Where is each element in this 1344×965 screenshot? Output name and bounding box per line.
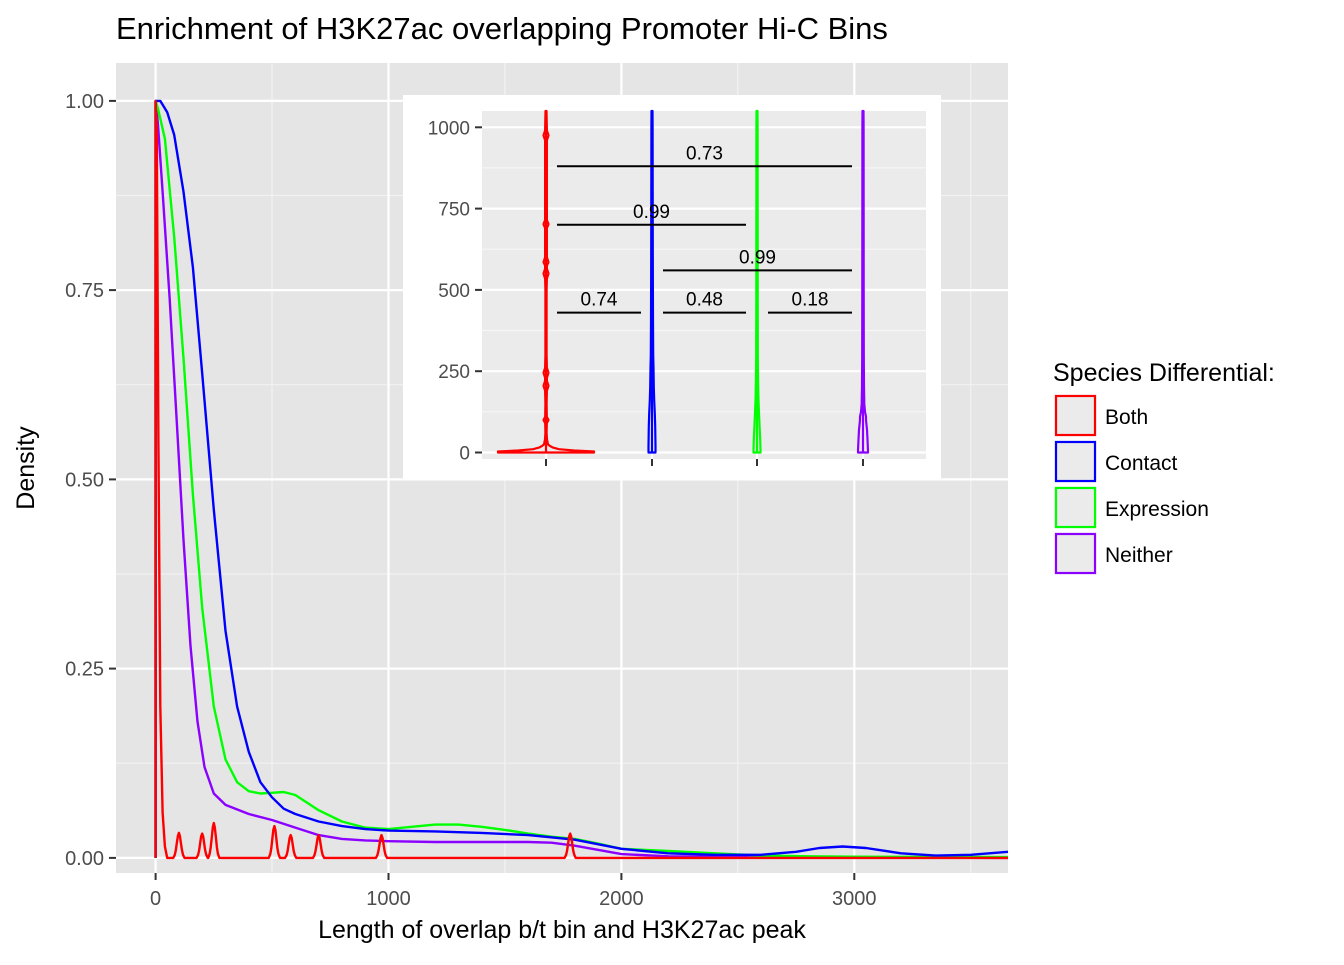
- series-line-both: [154, 99, 1008, 860]
- x-axis-label: Length of overlap b/t bin and H3K27ac pe…: [318, 916, 806, 944]
- y-tick-label: 1.00: [65, 91, 104, 113]
- series-line-neither: [154, 99, 1009, 860]
- inset-y-tick-label: 750: [438, 200, 470, 221]
- legend-label-contact: Contact: [1105, 452, 1178, 475]
- legend-swatch-both: [1054, 394, 1097, 437]
- y-tick-label: 0.50: [65, 469, 104, 491]
- legend: Species Differential: Both Contact Express…: [1053, 359, 1275, 576]
- legend-swatch-expression: [1054, 486, 1097, 529]
- inset-comparisons: 0.74 0.48 0.18 0.99 0.99 0.73: [557, 143, 852, 314]
- legend-title: Species Differential:: [1053, 359, 1275, 387]
- series-group: [154, 99, 1009, 860]
- inset-y-tick-label: 1000: [428, 118, 470, 139]
- axes: 0 1000 2000 3000 0.00 0.25 0.50 0.75 1.00: [65, 91, 876, 910]
- legend-label-expression: Expression: [1105, 498, 1209, 521]
- comparison-p-value: 0.99: [633, 202, 670, 223]
- inset-plot-panel: [482, 111, 926, 459]
- y-tick-label: 0.25: [65, 659, 104, 681]
- comparison-p-value: 0.74: [581, 290, 618, 311]
- comparison-p-value: 0.18: [792, 290, 829, 311]
- comparison-p-value: 0.48: [686, 290, 723, 311]
- x-tick-label: 3000: [832, 888, 877, 910]
- inset-violins: [496, 109, 870, 454]
- y-tick-label: 0.00: [65, 848, 104, 870]
- legend-swatch-neither: [1054, 532, 1097, 575]
- legend-items: Both Contact Expression Neither: [1053, 393, 1209, 576]
- inset-y-tick-label: 500: [438, 281, 470, 302]
- y-axis-label: Density: [12, 426, 40, 510]
- inset-y-tick-label: 0: [459, 444, 470, 465]
- series-line-contact: [154, 99, 1009, 858]
- chart-title: Enrichment of H3K27ac overlapping Promot…: [116, 11, 888, 46]
- comparison-p-value: 0.99: [739, 247, 776, 268]
- legend-label-both: Both: [1105, 406, 1148, 429]
- x-tick-label: 2000: [599, 888, 644, 910]
- legend-label-neither: Neither: [1105, 544, 1173, 567]
- legend-swatch-contact: [1054, 440, 1097, 483]
- inset-axes: 0 250 500 750 1000: [428, 118, 864, 466]
- y-tick-label: 0.75: [65, 280, 104, 302]
- x-tick-label: 1000: [366, 888, 411, 910]
- comparison-p-value: 0.73: [686, 143, 723, 164]
- x-tick-label: 0: [150, 888, 161, 910]
- inset-y-tick-label: 250: [438, 362, 470, 383]
